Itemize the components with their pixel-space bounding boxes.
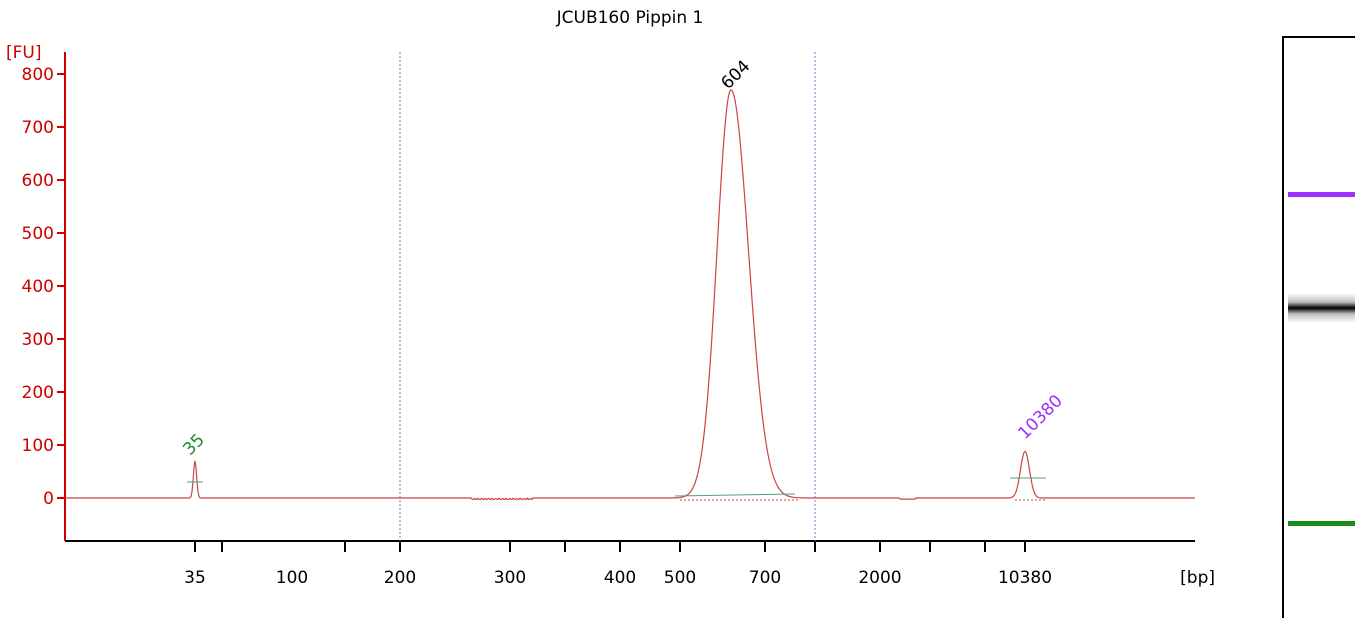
y-tick-label: 500 bbox=[22, 224, 54, 244]
trace-line bbox=[65, 89, 1195, 501]
chart-title: JCUB160 Pippin 1 bbox=[556, 8, 704, 28]
y-tick-label: 700 bbox=[22, 118, 54, 138]
y-tick-label: 600 bbox=[22, 171, 54, 191]
x-tick-label: 100 bbox=[276, 568, 308, 588]
peak-label: 35 bbox=[179, 430, 208, 459]
x-tick-label: 700 bbox=[749, 568, 781, 588]
y-tick-label: 200 bbox=[22, 383, 54, 403]
y-tick-label: 400 bbox=[22, 277, 54, 297]
peak-label: 604 bbox=[717, 56, 754, 93]
x-tick-label: 300 bbox=[494, 568, 526, 588]
y-tick-label: 300 bbox=[22, 330, 54, 350]
gel-lane bbox=[1282, 36, 1355, 618]
gel-band-lower-marker bbox=[1288, 521, 1355, 526]
x-axis-unit: [bp] bbox=[1180, 568, 1215, 588]
x-tick-label: 500 bbox=[664, 568, 696, 588]
x-tick-label: 400 bbox=[604, 568, 636, 588]
x-tick-label: 35 bbox=[184, 568, 206, 588]
electropherogram-chart: 0 100 200 300 400 500 600 700 800[FU] 35 100 200 300… bbox=[6, 43, 1215, 588]
x-tick-label: 10380 bbox=[998, 568, 1052, 588]
y-tick-label: 800 bbox=[22, 65, 54, 85]
peak-integration-line bbox=[674, 493, 796, 497]
y-axis-unit: [FU] bbox=[6, 43, 42, 63]
x-tick-label: 2000 bbox=[858, 568, 901, 588]
x-tick-label: 200 bbox=[384, 568, 416, 588]
peak-label: 10380 bbox=[1014, 391, 1066, 443]
gel-band-sample bbox=[1288, 293, 1355, 323]
y-tick-label: 0 bbox=[43, 489, 54, 509]
y-tick-label: 100 bbox=[22, 436, 54, 456]
gel-band-upper-marker bbox=[1288, 192, 1355, 197]
